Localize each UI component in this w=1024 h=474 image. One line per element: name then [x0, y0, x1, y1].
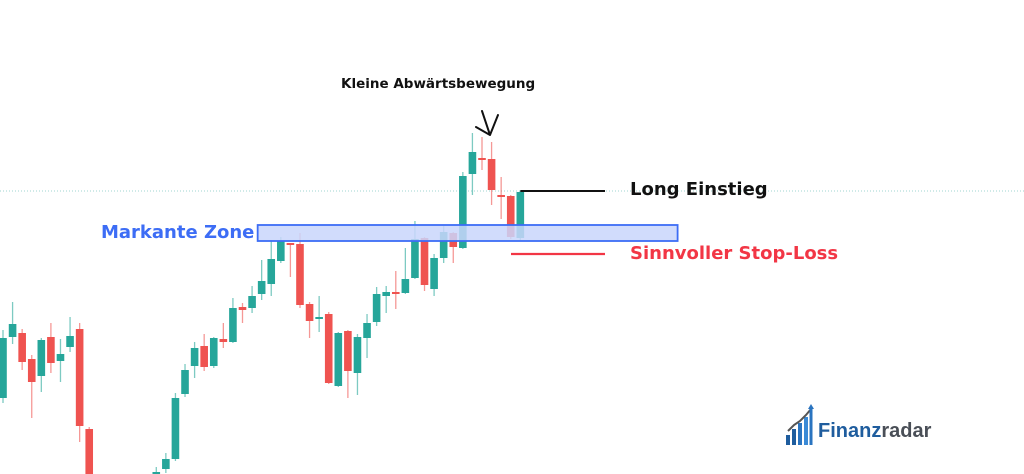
candle-up — [468, 152, 477, 174]
candle-up — [315, 317, 323, 319]
candle-down — [27, 359, 36, 382]
candle-up — [37, 340, 46, 376]
entry-label: Long Einstieg — [630, 179, 768, 200]
candle-up — [459, 176, 467, 248]
candle-down — [420, 238, 429, 285]
annotation-kleine-abwaertsbewegung: Kleine Abwärtsbewegung — [341, 76, 536, 92]
candle-down — [200, 346, 208, 367]
logo-text-part2: radar — [881, 420, 932, 442]
candle-up — [229, 308, 237, 342]
candle-down — [75, 329, 84, 426]
candle-up — [209, 338, 218, 366]
candle-down — [219, 339, 228, 342]
candle-up — [439, 232, 448, 258]
candle-up — [8, 324, 17, 337]
candle-up — [66, 336, 74, 347]
logo-text: Finanzradar — [818, 420, 931, 443]
candle-up — [334, 333, 343, 386]
candle-up — [277, 241, 285, 261]
candle-down — [18, 333, 26, 362]
candle-up — [248, 296, 256, 308]
logo-text-part1: Finanz — [818, 420, 882, 442]
candle-up — [257, 281, 266, 294]
arrow-down-icon — [475, 110, 499, 136]
candle-up — [363, 323, 371, 338]
candle-down — [324, 314, 333, 383]
candle-up — [411, 239, 419, 278]
candle-up — [382, 292, 390, 296]
candle-down — [305, 304, 314, 321]
finanzradar-logo-icon — [786, 404, 814, 445]
candle-down — [238, 307, 247, 310]
candle-up — [267, 259, 276, 284]
candle-up — [430, 258, 438, 289]
stop-loss-label: Sinnvoller Stop-Loss — [630, 243, 839, 264]
candle-up — [56, 354, 65, 361]
candle-down — [497, 195, 505, 197]
candle-up — [162, 459, 170, 469]
candle-down — [487, 159, 496, 190]
candle-up — [516, 192, 525, 238]
candle-down — [344, 331, 352, 371]
candle-down — [391, 292, 400, 294]
candle-down — [47, 337, 55, 363]
candle-up — [353, 337, 362, 373]
candle-down — [506, 196, 515, 237]
candle-up — [171, 398, 180, 459]
candle-up — [0, 338, 7, 398]
candle-up — [401, 279, 410, 293]
candle-up — [190, 348, 199, 366]
candle-down — [85, 429, 94, 474]
candle-up — [181, 370, 189, 394]
candle-down — [296, 244, 304, 305]
candle-up — [372, 294, 381, 322]
markante-zone — [256, 224, 679, 242]
candle-up — [152, 472, 161, 474]
candle-down — [478, 158, 486, 160]
zone-label: Markante Zone — [101, 222, 255, 243]
candle-down — [286, 243, 295, 245]
